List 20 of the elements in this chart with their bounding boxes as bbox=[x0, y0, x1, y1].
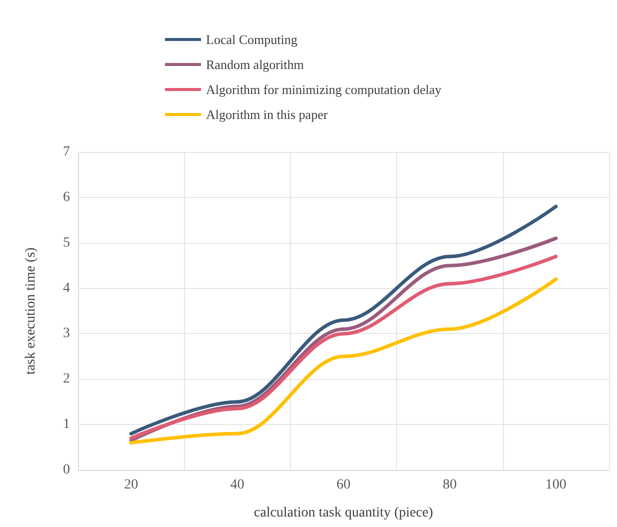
y-tick-label: 1 bbox=[63, 417, 70, 432]
legend-label: Local Computing bbox=[206, 32, 298, 47]
x-axis-title: calculation task quantity (piece) bbox=[254, 506, 434, 520]
y-tick-label: 5 bbox=[63, 235, 70, 250]
y-tick-label: 4 bbox=[63, 280, 70, 296]
y-tick-label: 0 bbox=[63, 462, 70, 478]
x-tick-label: 100 bbox=[545, 478, 566, 492]
line-series bbox=[129, 204, 558, 436]
x-tick-label: 40 bbox=[230, 478, 244, 492]
legend-label: Algorithm in this paper bbox=[206, 107, 328, 122]
y-tick-label: 3 bbox=[63, 326, 70, 342]
legend-label: Random algorithm bbox=[206, 57, 304, 72]
y-axis-title: task execution time (s) bbox=[24, 247, 38, 375]
x-tick-label: 80 bbox=[442, 478, 457, 492]
y-tick-label: 6 bbox=[63, 190, 70, 205]
legend-label: Algorithm for minimizing computation delay bbox=[206, 82, 442, 97]
y-tick-label: 7 bbox=[63, 144, 70, 160]
x-tick-label: 60 bbox=[336, 478, 350, 492]
y-tick-label: 2 bbox=[63, 372, 70, 387]
x-tick-label: 20 bbox=[124, 478, 138, 492]
